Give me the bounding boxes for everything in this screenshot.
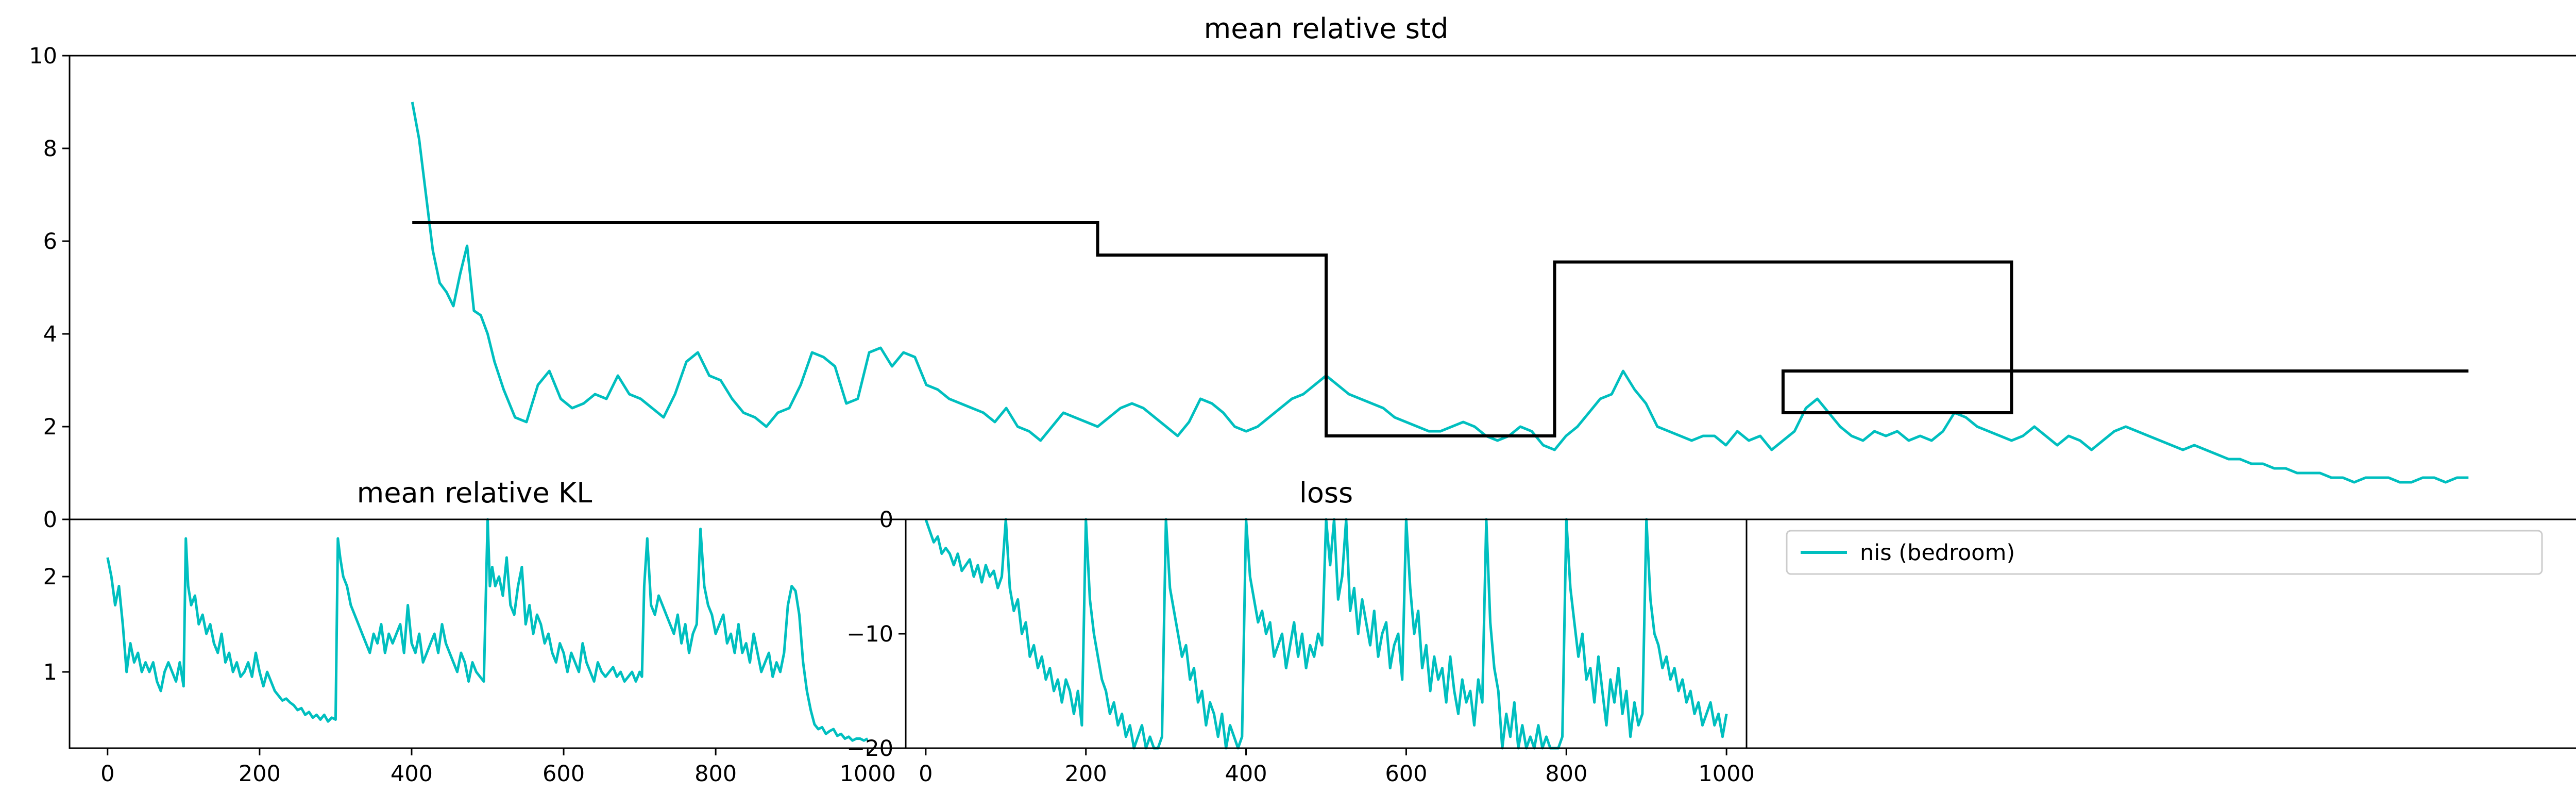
loss-xtick-label: 0 [919,761,933,787]
std-ytick-label: 8 [43,136,57,162]
std-y-ticks: 0 2 4 6 8 10 [29,43,70,533]
std-ytick-label: 0 [43,507,57,533]
kl-xtick-label: 200 [239,761,281,787]
loss-panel: loss −20−100 0 200 400 600 800 1000 [846,477,1755,787]
legend-box [1786,530,2543,575]
loss-x-ticks: 0 200 400 600 800 1000 [919,748,1755,787]
std-nis-bedroom-series-line [411,102,2469,484]
kl-xtick-label: 600 [543,761,585,787]
loss-xtick-label: 800 [1545,761,1587,787]
kl-xtick-label: 0 [100,761,114,787]
kl-y-ticks: 12 [43,564,70,685]
kl-title: mean relative KL [357,477,592,509]
legend: nis (bedroom) [1786,530,2543,575]
loss-xtick-label: 600 [1385,761,1427,787]
loss-title: loss [1299,477,1353,509]
std-title: mean relative std [1204,12,1449,45]
std-ytick-label: 2 [43,414,57,440]
kl-x-ticks: 0 200 400 600 800 1000 [100,748,896,787]
loss-ytick-label: −10 [846,621,893,647]
loss-xtick-label: 200 [1065,761,1107,787]
kl-xtick-label: 800 [694,761,737,787]
kl-xtick-label: 1000 [840,761,896,787]
std-panel: mean relative std 0 2 4 6 8 10 [29,12,2576,533]
loss-xtick-label: 400 [1225,761,1267,787]
std-plot-area [411,102,2469,484]
std-ytick-label: 4 [43,322,57,347]
std-ytick-label: 6 [43,229,57,255]
kl-xtick-label: 400 [391,761,433,787]
kl-ytick-label: 2 [43,564,57,590]
loss-xtick-label: 1000 [1698,761,1754,787]
kl-ytick-label: 1 [43,660,57,685]
bottom-frame [69,518,2576,749]
legend-label: nis (bedroom) [1860,540,2015,566]
std-ytick-label: 10 [29,43,57,69]
std-step-series-line [412,221,2469,437]
